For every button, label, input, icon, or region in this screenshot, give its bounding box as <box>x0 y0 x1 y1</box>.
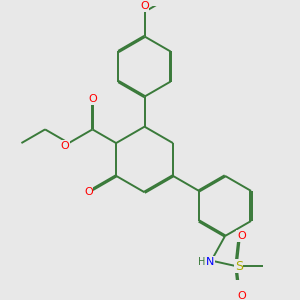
Text: H: H <box>198 257 206 267</box>
Text: O: O <box>237 231 246 241</box>
Text: N: N <box>206 257 214 267</box>
Text: O: O <box>140 2 149 11</box>
Text: O: O <box>60 141 69 151</box>
Text: S: S <box>235 260 243 273</box>
Text: O: O <box>237 291 246 300</box>
Text: O: O <box>84 187 93 197</box>
Text: O: O <box>88 94 97 104</box>
